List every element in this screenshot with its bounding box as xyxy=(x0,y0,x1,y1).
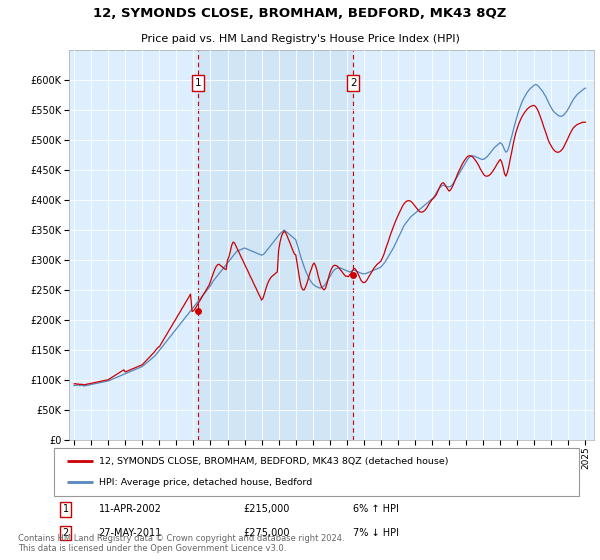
Text: HPI: Average price, detached house, Bedford: HPI: Average price, detached house, Bedf… xyxy=(98,478,312,487)
Text: Price paid vs. HM Land Registry's House Price Index (HPI): Price paid vs. HM Land Registry's House … xyxy=(140,34,460,44)
Text: 7% ↓ HPI: 7% ↓ HPI xyxy=(353,528,399,538)
Text: 12, SYMONDS CLOSE, BROMHAM, BEDFORD, MK43 8QZ: 12, SYMONDS CLOSE, BROMHAM, BEDFORD, MK4… xyxy=(94,7,506,20)
Text: 12, SYMONDS CLOSE, BROMHAM, BEDFORD, MK43 8QZ (detached house): 12, SYMONDS CLOSE, BROMHAM, BEDFORD, MK4… xyxy=(98,457,448,466)
Text: 11-APR-2002: 11-APR-2002 xyxy=(98,505,161,515)
Text: 2: 2 xyxy=(62,528,68,538)
Text: 1: 1 xyxy=(195,78,202,88)
Text: 27-MAY-2011: 27-MAY-2011 xyxy=(98,528,162,538)
Text: 2: 2 xyxy=(350,78,356,88)
FancyBboxPatch shape xyxy=(54,448,579,496)
Text: 6% ↑ HPI: 6% ↑ HPI xyxy=(353,505,399,515)
Text: £275,000: £275,000 xyxy=(243,528,290,538)
Text: Contains HM Land Registry data © Crown copyright and database right 2024.
This d: Contains HM Land Registry data © Crown c… xyxy=(18,534,344,553)
Text: 1: 1 xyxy=(62,505,68,515)
Text: £215,000: £215,000 xyxy=(243,505,289,515)
